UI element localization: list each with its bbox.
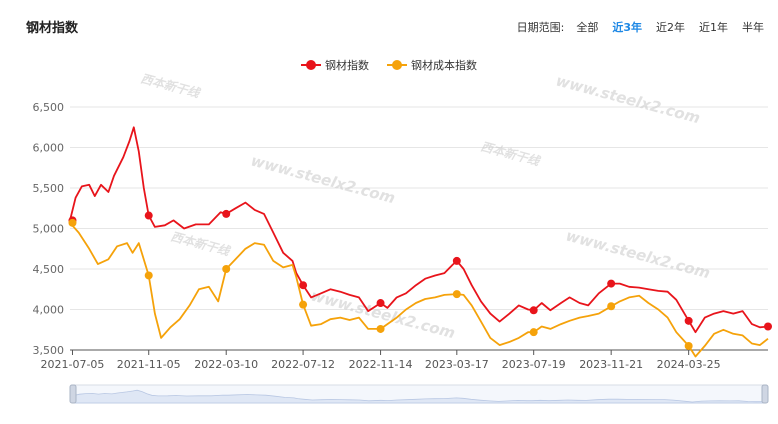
x-tick-label: 2023-03-17 bbox=[425, 358, 489, 371]
cost-index-point bbox=[607, 302, 616, 311]
cost-index-line bbox=[69, 222, 769, 358]
range-option-all[interactable]: 全部 bbox=[576, 21, 599, 34]
zoom-slider[interactable] bbox=[69, 384, 769, 404]
watermark-url-3: www.steelx2.com bbox=[564, 226, 712, 282]
x-tick-label: 2021-11-05 bbox=[117, 358, 181, 371]
steel-index-point bbox=[529, 306, 538, 315]
cost-index-point bbox=[452, 290, 461, 299]
series bbox=[68, 126, 772, 358]
legend-swatch-steel bbox=[301, 59, 321, 71]
cost-index-point bbox=[376, 324, 385, 333]
legend-swatch-cost bbox=[387, 59, 407, 71]
legend-item-cost[interactable]: 钢材成本指数 bbox=[387, 57, 477, 73]
x-tick-label: 2022-11-14 bbox=[349, 358, 413, 371]
steel-index-point bbox=[299, 281, 308, 290]
x-tick-label: 2022-07-12 bbox=[271, 358, 335, 371]
x-tick-label: 2021-07-05 bbox=[41, 358, 105, 371]
y-tick-label: 6,000 bbox=[33, 142, 65, 155]
y-tick-label: 4,000 bbox=[33, 304, 65, 317]
cost-index-point bbox=[529, 328, 538, 337]
cost-index-point bbox=[299, 300, 308, 309]
y-tick-label: 3,500 bbox=[33, 344, 65, 357]
watermark-url-2: www.steelx2.com bbox=[249, 151, 397, 207]
zoom-preview-area bbox=[73, 389, 765, 404]
legend-label-cost: 钢材成本指数 bbox=[411, 59, 477, 72]
range-option-1y[interactable]: 近1年 bbox=[699, 21, 728, 34]
steel-index-point bbox=[764, 322, 772, 331]
range-option-6m[interactable]: 半年 bbox=[742, 21, 764, 34]
cost-index-point bbox=[684, 341, 693, 350]
x-tick-label: 2023-11-21 bbox=[579, 358, 643, 371]
chart-legend: 钢材指数 钢材成本指数 bbox=[0, 57, 778, 73]
y-tick-label: 4,500 bbox=[33, 263, 65, 276]
legend-item-steel[interactable]: 钢材指数 bbox=[301, 57, 369, 73]
watermark-logo-2: 西本新干线 bbox=[479, 139, 543, 169]
steel-index-point bbox=[607, 279, 616, 288]
watermark-url-1: www.steelx2.com bbox=[554, 71, 702, 127]
cost-index-point bbox=[68, 218, 77, 227]
y-tick-label: 6,500 bbox=[33, 101, 65, 114]
steel-index-line bbox=[69, 126, 769, 334]
legend-label-steel: 钢材指数 bbox=[325, 59, 369, 72]
date-range-label: 日期范围: bbox=[516, 21, 565, 34]
steel-index-point bbox=[222, 209, 231, 218]
watermark-logo-1: 西本新干线 bbox=[139, 71, 203, 101]
zoom-handle-left[interactable] bbox=[69, 384, 77, 404]
steel-index-point bbox=[376, 299, 385, 308]
watermark-url-4: www.steelx2.com bbox=[309, 286, 457, 342]
steel-index-point bbox=[144, 211, 153, 220]
x-tick-label: 2023-07-19 bbox=[502, 358, 566, 371]
grid-lines bbox=[70, 106, 768, 310]
range-option-3y[interactable]: 近3年 bbox=[612, 21, 642, 34]
watermark-logo-3: 西本新干线 bbox=[169, 229, 233, 259]
steel-index-point bbox=[452, 256, 461, 265]
date-range-selector: 日期范围: 全部 近3年 近2年 近1年 半年 bbox=[517, 19, 764, 35]
zoom-handle-right[interactable] bbox=[761, 384, 769, 404]
axes: 3,500 4,000 4,500 5,000 5,500 6,000 6,500 2021-… bbox=[33, 101, 768, 371]
steel-index-point bbox=[684, 316, 693, 325]
cost-index-point bbox=[144, 271, 153, 280]
range-option-2y[interactable]: 近2年 bbox=[656, 21, 685, 34]
cost-index-point bbox=[222, 265, 231, 273]
x-tick-label: 2024-03-25 bbox=[657, 358, 721, 371]
x-tick-label: 2022-03-10 bbox=[194, 358, 258, 371]
y-tick-label: 5,500 bbox=[33, 182, 65, 195]
page-title: 钢材指数 bbox=[26, 21, 79, 36]
watermarks: www.steelx2.com www.steelx2.com www.stee… bbox=[139, 71, 712, 342]
y-tick-label: 5,000 bbox=[33, 223, 65, 236]
